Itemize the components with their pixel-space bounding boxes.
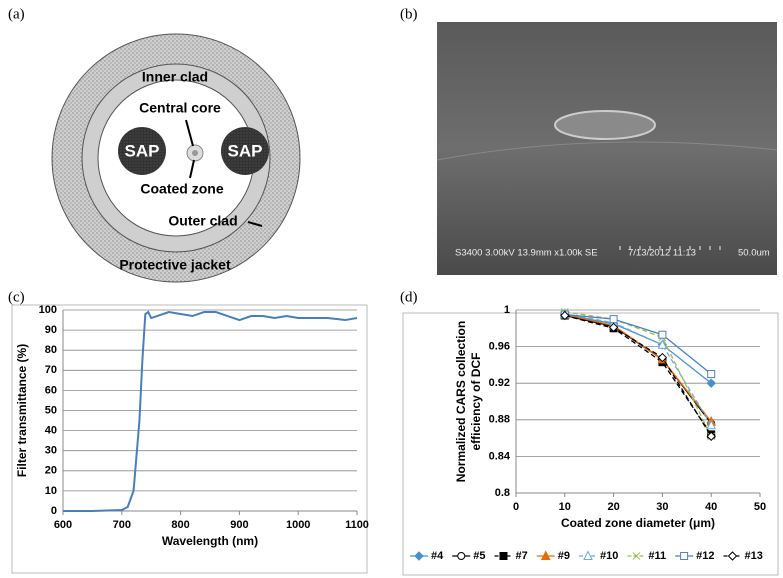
data-line bbox=[564, 313, 712, 384]
marker bbox=[706, 378, 716, 388]
diagram-label: Coated zone bbox=[140, 181, 223, 197]
panel-label: (c) bbox=[8, 289, 25, 305]
diagram-label: Protective jacket bbox=[119, 257, 231, 273]
sem-image: S3400 3.00kV 13.9mm x1.00k SE 7/13/2012 … bbox=[436, 22, 778, 275]
y-tick-label: 90 bbox=[45, 324, 57, 336]
y-tick-label: 0.92 bbox=[489, 377, 510, 389]
marker bbox=[560, 310, 570, 321]
y-tick-label: 0.96 bbox=[489, 341, 510, 353]
legend-label: #4 bbox=[431, 550, 444, 562]
data-line bbox=[564, 314, 712, 424]
marker bbox=[457, 552, 466, 560]
sem-caption: S3400 3.00kV 13.9mm x1.00k SE bbox=[455, 248, 598, 259]
y-tick-label: 0 bbox=[51, 505, 57, 517]
marker bbox=[583, 550, 593, 560]
x-tick-label: 20 bbox=[607, 501, 619, 513]
x-axis-title: Wavelength (nm) bbox=[162, 534, 258, 548]
marker bbox=[657, 352, 668, 363]
data-line bbox=[63, 310, 358, 512]
legend-label: #5 bbox=[473, 550, 485, 562]
marker bbox=[540, 550, 551, 560]
core bbox=[192, 150, 198, 156]
sap-rod bbox=[118, 127, 166, 175]
arrow bbox=[189, 159, 195, 179]
x-tick-label: 10 bbox=[559, 501, 571, 513]
y-tick-label: 1 bbox=[504, 304, 510, 316]
x-tick-label: 50 bbox=[754, 501, 766, 513]
y-tick-label: 80 bbox=[45, 344, 57, 356]
marker bbox=[707, 370, 716, 379]
sem-background bbox=[437, 22, 777, 275]
y-axis-title: Normalized CARS collection bbox=[454, 321, 468, 482]
marker bbox=[706, 431, 716, 441]
diagram-label: Central core bbox=[139, 100, 221, 116]
marker bbox=[414, 551, 424, 561]
data-line bbox=[564, 313, 712, 375]
sem-scale: 50.0um bbox=[738, 248, 770, 259]
panel-label: (b) bbox=[400, 6, 418, 22]
panel-label: (a) bbox=[8, 6, 25, 22]
y-tick-label: 0.84 bbox=[489, 450, 511, 462]
arrow bbox=[247, 221, 263, 227]
y-tick-label: 40 bbox=[45, 425, 57, 437]
data-line bbox=[564, 313, 712, 423]
marker bbox=[609, 315, 618, 324]
marker bbox=[657, 339, 668, 349]
legend-label: #13 bbox=[744, 550, 762, 562]
marker bbox=[706, 419, 717, 430]
legend-label: #10 bbox=[600, 550, 618, 562]
x-tick-label: 0 bbox=[513, 501, 519, 513]
legend-label: #12 bbox=[696, 550, 714, 562]
x-axis-title: Coated zone diameter (μm) bbox=[561, 516, 715, 530]
data-line bbox=[564, 313, 712, 426]
chart-frame bbox=[11, 304, 368, 574]
marker bbox=[608, 322, 619, 333]
y-axis-title: Filter transmittance (%) bbox=[15, 344, 29, 477]
data-line bbox=[564, 311, 712, 437]
y-axis-title: efficiency of DCF bbox=[469, 352, 483, 450]
fiber-diagram: Inner clad Central core Coated zone Oute… bbox=[51, 33, 301, 283]
legend-label: #7 bbox=[516, 550, 528, 562]
x-tick-label: 40 bbox=[705, 501, 717, 513]
x-tick-label: 1000 bbox=[286, 519, 310, 531]
x-tick-label: 900 bbox=[230, 519, 248, 531]
x-tick-label: 1100 bbox=[345, 519, 369, 531]
marker bbox=[727, 551, 738, 561]
marker bbox=[658, 330, 667, 339]
legend-label: #11 bbox=[648, 550, 666, 562]
data-line bbox=[564, 314, 712, 437]
x-tick-label: 600 bbox=[54, 519, 72, 531]
y-tick-label: 0.8 bbox=[495, 487, 510, 499]
sap-label: SAP bbox=[228, 141, 263, 160]
legend-label: #9 bbox=[558, 550, 570, 562]
x-tick-label: 700 bbox=[113, 519, 131, 531]
sem-core bbox=[554, 110, 656, 140]
arrow bbox=[185, 119, 194, 147]
marker bbox=[632, 552, 641, 560]
y-tick-label: 100 bbox=[39, 304, 57, 316]
x-tick-label: 30 bbox=[656, 501, 668, 513]
y-tick-label: 20 bbox=[45, 465, 57, 477]
scale-ticks bbox=[619, 246, 721, 250]
sem-timestamp: 7/13/2012 11:13 bbox=[628, 248, 696, 259]
diagram-label: Outer clad bbox=[168, 213, 237, 229]
sap-label: SAP bbox=[125, 141, 160, 160]
marker bbox=[499, 552, 508, 560]
y-tick-label: 70 bbox=[45, 364, 57, 376]
sem-edge bbox=[436, 141, 778, 161]
panel-label: (d) bbox=[400, 289, 418, 305]
sap-rod bbox=[221, 127, 269, 175]
y-tick-label: 60 bbox=[45, 384, 57, 396]
y-tick-label: 10 bbox=[45, 485, 57, 497]
y-tick-label: 0.88 bbox=[489, 414, 510, 426]
chart-frame bbox=[402, 312, 779, 576]
x-tick-label: 800 bbox=[171, 519, 189, 531]
diagram-label: Inner clad bbox=[142, 69, 208, 85]
y-tick-label: 30 bbox=[45, 445, 57, 457]
y-tick-label: 50 bbox=[45, 404, 57, 416]
marker bbox=[680, 552, 689, 560]
